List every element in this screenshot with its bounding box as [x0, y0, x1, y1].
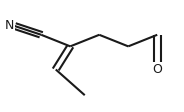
Text: O: O	[152, 63, 162, 76]
Text: N: N	[5, 19, 14, 32]
